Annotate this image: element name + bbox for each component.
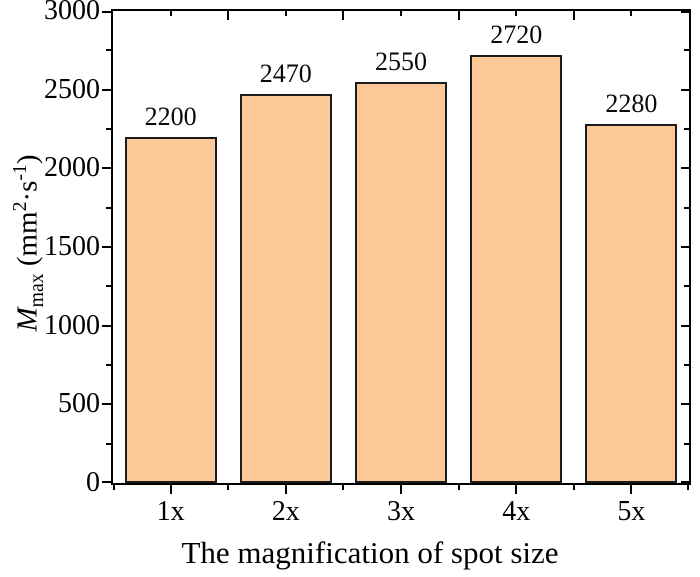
y-axis-title: Mmax (mm2·s-1) (9, 154, 49, 331)
y-title-inverse-exponent: -1 (8, 164, 31, 181)
top-minor-tick-2 (284, 11, 287, 16)
bar-2x (239, 94, 332, 483)
top-minor-tick-4 (515, 11, 518, 16)
y-title-exponent: 2 (8, 201, 31, 212)
bar-4x (470, 55, 563, 483)
y-minor-tick-750 (106, 364, 111, 366)
y-major-tick-1500 (102, 246, 111, 248)
y-title-variable: M (11, 307, 44, 332)
top-major-tick-1 (227, 11, 230, 20)
y-minor-tick-2750 (106, 49, 111, 52)
top-major-tick-2 (342, 11, 345, 20)
y-tick-label-3000: 3000 (44, 0, 100, 26)
y-right-minor-tick-1750 (684, 206, 689, 209)
plot-area: 2200 1x 2470 2x 2550 3x 2720 4x 2280 5x 0 500 1000 15… (44, 0, 691, 526)
x-tick-label-5x: 5x (617, 496, 646, 527)
bar-1x (124, 137, 217, 483)
x-axis-title: The magnification of spot size (181, 535, 559, 570)
y-major-tick-3000 (102, 11, 111, 13)
x-major-tick-1x (169, 485, 172, 494)
y-right-major-tick-2500 (681, 88, 689, 91)
y-right-major-tick-1500 (681, 246, 689, 248)
top-minor-tick-5 (630, 11, 633, 16)
bar-3x (355, 82, 447, 483)
y-right-minor-tick-1250 (684, 285, 689, 288)
y-right-major-tick-1000 (681, 324, 689, 327)
y-major-tick-500 (102, 403, 111, 406)
x-minor-tick-2 (342, 485, 345, 490)
x-minor-tick-1 (227, 485, 230, 490)
y-right-minor-tick-2750 (684, 49, 689, 52)
x-minor-tick-5 (687, 485, 689, 490)
y-right-minor-tick-750 (684, 364, 689, 366)
bar-value-label-3x: 2550 (375, 47, 427, 76)
y-minor-tick-1250 (106, 285, 111, 288)
y-minor-tick-2250 (106, 128, 111, 130)
x-major-tick-5x (630, 485, 633, 494)
y-title-subscript: max (26, 273, 49, 308)
x-major-tick-3x (400, 485, 402, 494)
y-tick-label-500: 500 (58, 388, 100, 420)
bar-value-label-1x: 2200 (144, 102, 197, 131)
x-major-tick-4x (515, 485, 518, 494)
y-tick-label-1500: 1500 (44, 231, 100, 262)
y-right-minor-tick-2250 (684, 128, 689, 130)
top-major-tick-4 (572, 11, 575, 20)
x-minor-tick-0 (113, 485, 115, 490)
x-tick-label-1x: 1x (156, 496, 185, 527)
x-minor-tick-3 (457, 485, 460, 490)
y-minor-tick-1750 (106, 206, 111, 209)
y-major-tick-1000 (102, 324, 111, 327)
y-title-unit-prefix: (mm (11, 211, 44, 274)
y-minor-tick-250 (106, 442, 111, 445)
y-tick-label-2500: 2500 (44, 73, 100, 105)
top-major-tick-3 (457, 11, 460, 20)
y-major-tick-2500 (102, 88, 111, 91)
y-right-major-tick-500 (681, 403, 689, 406)
x-major-tick-2x (284, 485, 287, 494)
y-right-minor-tick-250 (684, 442, 689, 445)
top-minor-tick-3 (400, 11, 402, 16)
bar-value-label-5x: 2280 (605, 89, 658, 118)
top-minor-tick-1 (169, 11, 172, 16)
y-title-unit-suffix: ) (11, 154, 44, 165)
x-tick-label-2x: 2x (271, 496, 300, 527)
y-major-tick-0 (102, 481, 111, 483)
y-major-tick-2000 (102, 167, 111, 170)
bar-value-label-2x: 2470 (259, 59, 312, 88)
y-tick-label-2000: 2000 (44, 152, 100, 184)
y-right-major-tick-3000 (681, 11, 689, 13)
x-tick-label-3x: 3x (387, 496, 415, 527)
y-title-unit-mid: ·s (11, 180, 44, 202)
bar-5x (585, 124, 678, 483)
y-tick-label-1000: 1000 (44, 309, 100, 341)
y-right-major-tick-2000 (681, 167, 689, 170)
x-tick-label-4x: 4x (502, 496, 531, 527)
bar-value-label-4x: 2720 (490, 20, 543, 49)
y-tick-label-0: 0 (86, 467, 100, 498)
x-minor-tick-4 (572, 485, 575, 490)
y-right-major-tick-0 (681, 481, 689, 483)
